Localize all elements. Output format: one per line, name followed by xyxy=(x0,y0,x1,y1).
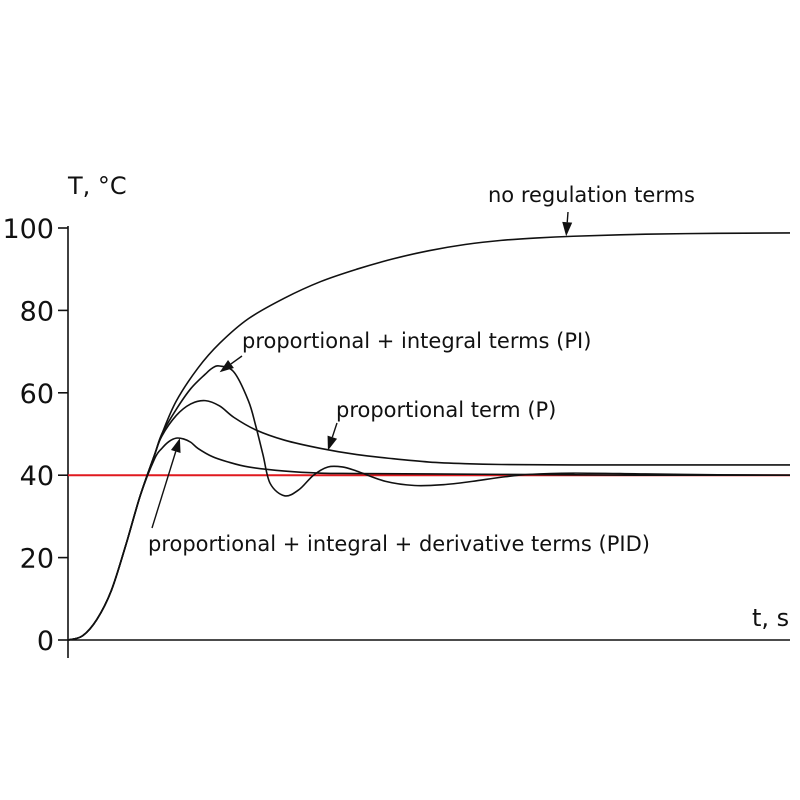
y-tick-label: 20 xyxy=(20,544,54,575)
x-axis-title: t, s xyxy=(752,604,789,632)
y-ticks: 0 20 40 60 80 100 xyxy=(2,214,68,657)
series-lines xyxy=(67,232,791,641)
annotation-arrowhead xyxy=(170,438,181,453)
y-axis-title: T, °C xyxy=(67,172,127,200)
annotation-arrowhead xyxy=(562,221,573,237)
annotation-pointers xyxy=(151,211,573,529)
annotation-leader-line xyxy=(331,422,338,438)
y-tick-label: 80 xyxy=(20,296,54,327)
annotation-pid: proportional + integral + derivative ter… xyxy=(148,532,650,556)
annotation-leader-line xyxy=(230,355,243,365)
annotation-no-regulation: no regulation terms xyxy=(488,183,695,207)
series-line-pid xyxy=(67,437,791,641)
series-line-p xyxy=(67,399,790,641)
annotation-leader-line xyxy=(566,211,569,223)
chart-axes: T, °C t, s xyxy=(67,172,790,658)
annotation-pi: proportional + integral terms (PI) xyxy=(242,329,591,353)
y-tick-label: 0 xyxy=(37,626,54,657)
annotations: no regulation terms proportional + integ… xyxy=(148,183,695,556)
annotation-arrowhead xyxy=(219,359,234,373)
annotation-arrowhead xyxy=(327,435,338,451)
series-line-no-regulation xyxy=(67,232,791,641)
y-tick-label: 40 xyxy=(20,461,54,492)
y-tick-label: 100 xyxy=(2,214,54,245)
annotation-leader-line xyxy=(151,451,177,529)
y-tick-label: 60 xyxy=(20,379,54,410)
annotation-p: proportional term (P) xyxy=(336,398,556,422)
